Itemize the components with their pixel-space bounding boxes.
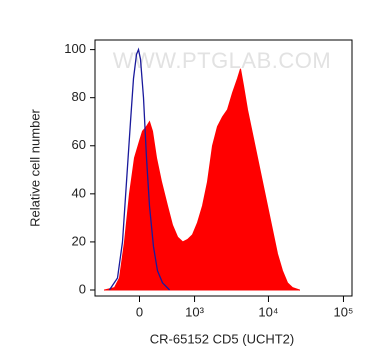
y-tick-label: 20 [72,233,86,248]
x-tick-label: 10⁴ [258,304,278,319]
y-tick-label: 100 [64,41,86,56]
plot-frame [94,39,353,297]
x-tick-label: 10⁵ [334,304,354,319]
histogram-line [108,47,171,291]
watermark: WWW.PTGLAB.COM [113,48,331,73]
x-tick-label: 0 [136,304,143,319]
x-axis-title: CR-65152 CD5 (UCHT2) [150,331,294,346]
y-tick-label: 60 [72,137,86,152]
y-axis-title: Relative cell number [27,108,42,226]
y-tick-label: 40 [72,185,86,200]
x-tick-label: 10³ [185,304,204,319]
y-tick-label: 0 [79,281,86,296]
y-tick-label: 80 [72,89,86,104]
histogram-area [104,68,300,291]
